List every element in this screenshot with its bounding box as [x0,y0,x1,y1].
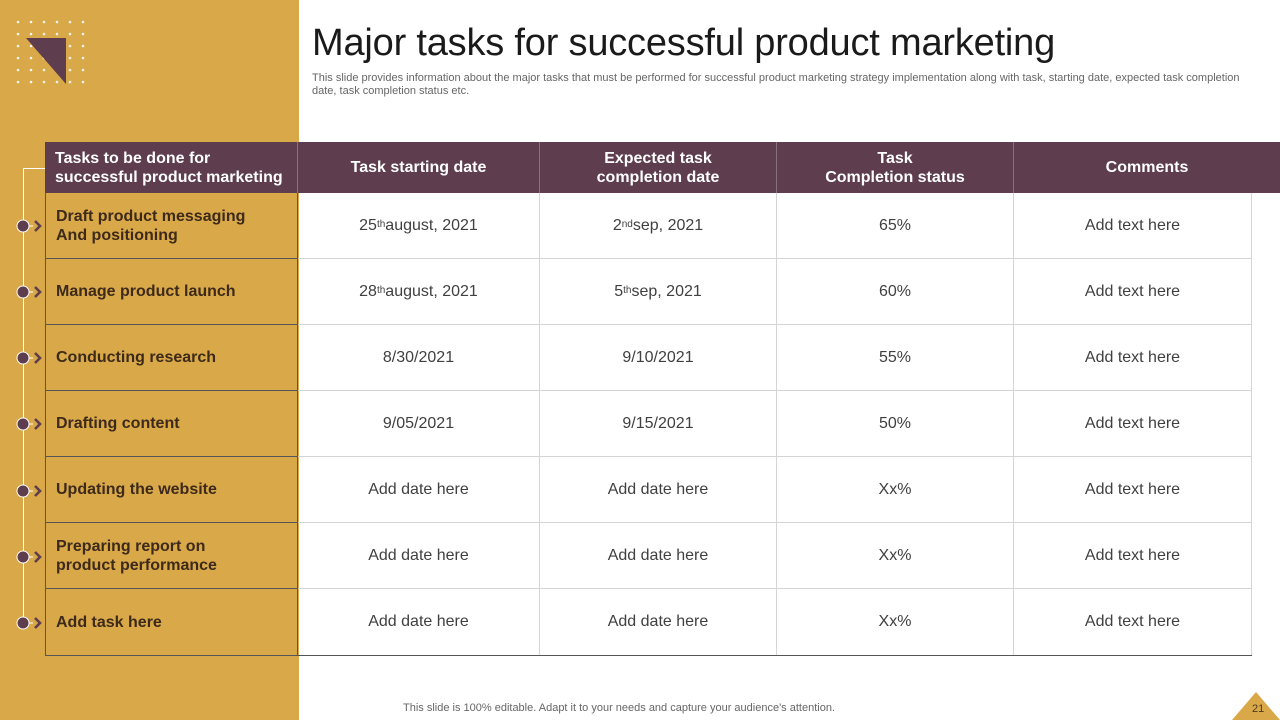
table-row: Updating the website Add date here Add dat… [45,457,1252,523]
header-completion-date: Expected task completion date [540,142,777,193]
page-number: 21 [1252,703,1265,715]
header-completion-status: Task Completion status [777,142,1014,193]
task-name-cell: Drafting content [45,391,298,457]
table-row: Draft product messaging And positioning 2… [45,193,1252,259]
table-row: Preparing report on product performance A… [45,523,1252,589]
comment-cell: Add text here [1014,193,1252,259]
completion-date-cell: 9/15/2021 [540,391,777,457]
completion-date-cell: Add date here [540,589,777,655]
completion-date-cell: Add date here [540,457,777,523]
completion-date-cell: Add date here [540,523,777,589]
comment-cell: Add text here [1014,589,1252,655]
decorative-dot-grid-logo [16,20,85,84]
timeline-marker-chevron-icon [16,550,42,564]
tasks-table: Tasks to be done for successful product … [45,142,1280,659]
comment-cell: Add text here [1014,457,1252,523]
table-row: Add task here Add date here Add date here X… [45,589,1252,655]
completion-status-cell: 50% [777,391,1014,457]
header-start-date: Task starting date [298,142,540,193]
timeline-marker-chevron-icon [16,285,42,299]
comment-cell: Add text here [1014,523,1252,589]
start-date-cell: 9/05/2021 [298,391,540,457]
completion-status-cell: 60% [777,259,1014,325]
completion-status-cell: Xx% [777,523,1014,589]
completion-status-cell: Xx% [777,457,1014,523]
task-name-cell: Preparing report on product performance [45,523,298,589]
table-header-row: Tasks to be done for successful product … [45,142,1280,193]
task-name-cell: Updating the website [45,457,298,523]
timeline-connector [23,168,24,625]
completion-date-cell: 9/10/2021 [540,325,777,391]
timeline-marker-chevron-icon [16,417,42,431]
timeline-marker-chevron-icon [16,484,42,498]
start-date-cell: Add date here [298,457,540,523]
timeline-marker-chevron-icon [16,351,42,365]
start-date-cell: Add date here [298,589,540,655]
completion-status-cell: Xx% [777,589,1014,655]
task-name-cell: Manage product launch [45,259,298,325]
task-name-cell: Draft product messaging And positioning [45,193,298,259]
table-row: Drafting content 9/05/2021 9/15/2021 50% Add… [45,391,1252,457]
page-title: Major tasks for successful product marke… [312,22,1056,64]
start-date-cell: Add date here [298,523,540,589]
completion-status-cell: 55% [777,325,1014,391]
start-date-cell: 8/30/2021 [298,325,540,391]
completion-status-cell: 65% [777,193,1014,259]
footer-note: This slide is 100% editable. Adapt it to… [403,702,835,714]
page-corner-triangle [1232,692,1280,720]
page-subtitle: This slide provides information about th… [312,72,1240,97]
timeline-marker-chevron-icon [16,616,42,630]
comment-cell: Add text here [1014,325,1252,391]
table-body: Draft product messaging And positioning 2… [45,193,1252,656]
comment-cell: Add text here [1014,391,1252,457]
comment-cell: Add text here [1014,259,1252,325]
task-name-cell: Conducting research [45,325,298,391]
timeline-connector-top [23,168,45,169]
task-name-cell: Add task here [45,589,298,655]
header-comments: Comments [1105,159,1189,176]
header-tasks: Tasks to be done for successful product … [45,142,298,193]
timeline-marker-chevron-icon [16,219,42,233]
table-row: Conducting research 8/30/2021 9/10/2021 55%… [45,325,1252,391]
